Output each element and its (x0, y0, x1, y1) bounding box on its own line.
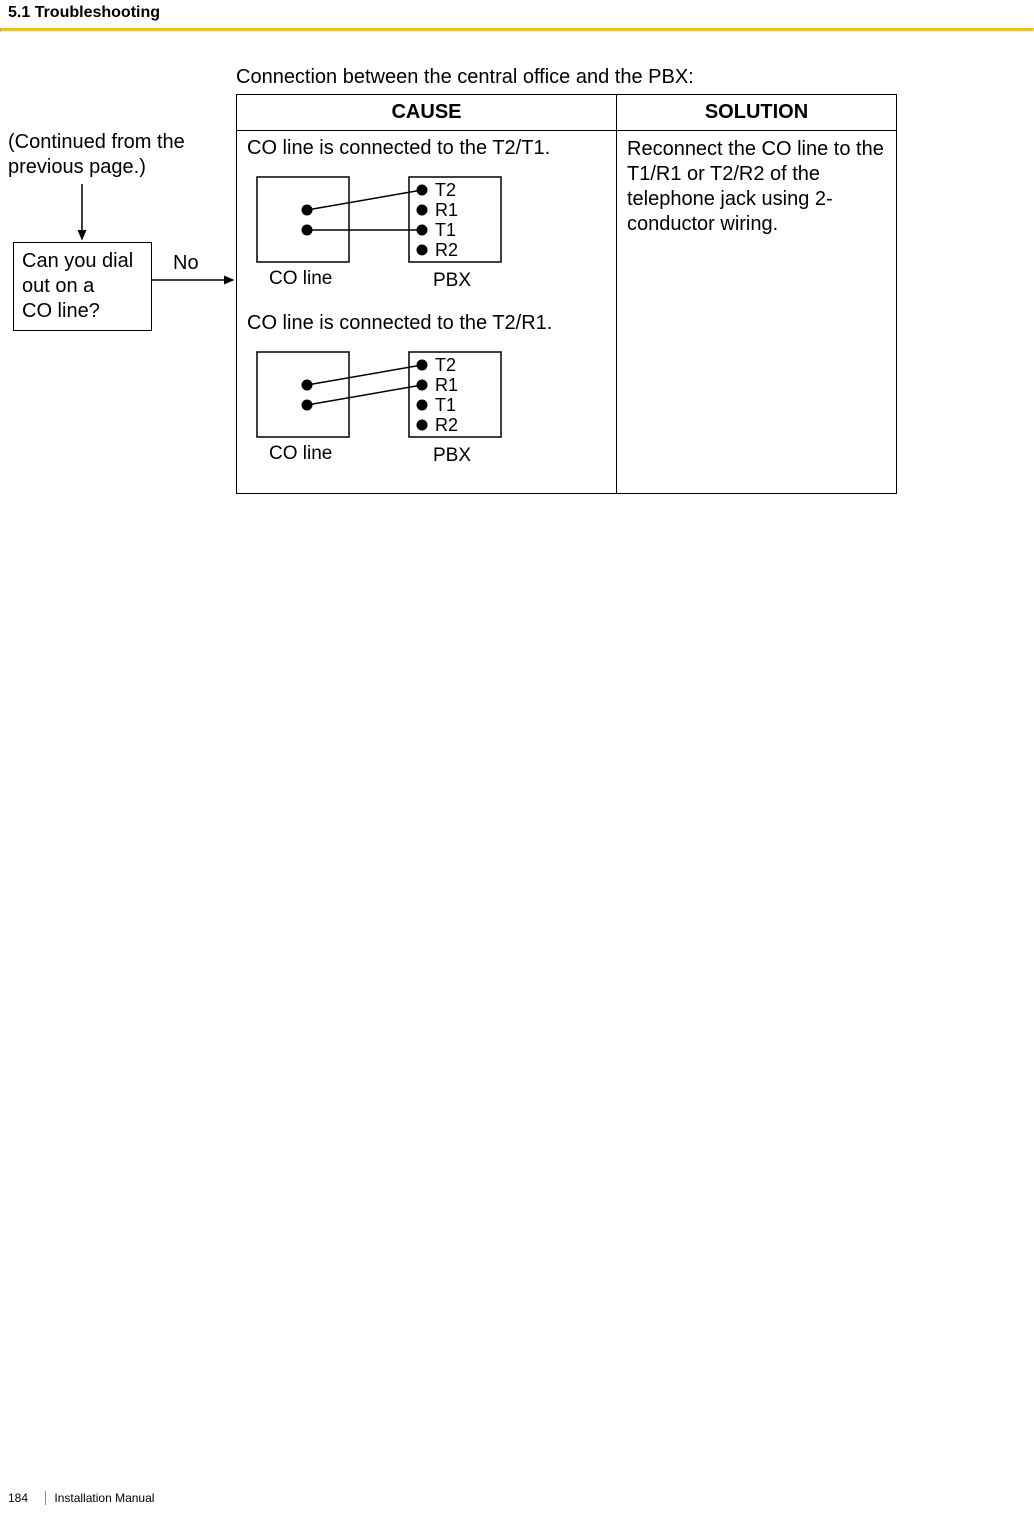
pin-label: R2 (435, 415, 458, 435)
cause-text-1: CO line is connected to the T2/T1. (247, 137, 606, 160)
header-rule (0, 28, 1034, 32)
page-footer: 184 Installation Manual (8, 1491, 154, 1505)
co-dot (302, 205, 313, 216)
td-solution: Reconnect the CO line to the T1/R1 or T2… (617, 131, 897, 494)
section-header: 5.1 Troubleshooting (0, 0, 1034, 28)
wiring-diagram-a: T2 R1 T1 R2 CO line PBX (247, 172, 606, 298)
pbx-label: PBX (433, 445, 471, 466)
flow-line3: CO line? (22, 299, 143, 324)
pin-label: R1 (435, 375, 458, 395)
th-cause: CAUSE (237, 95, 617, 131)
pbx-dot (417, 205, 428, 216)
wiring-svg-b: T2 R1 T1 R2 CO line PBX (247, 347, 507, 467)
td-cause: CO line is connected to the T2/T1. (237, 131, 617, 494)
pbx-dot (417, 380, 428, 391)
flow-line2: out on a (22, 274, 143, 299)
flow-line1: Can you dial (22, 249, 143, 274)
pin-label: T1 (435, 395, 456, 415)
footer-title: Installation Manual (54, 1491, 154, 1505)
footer-separator (45, 1491, 46, 1505)
pin-label: T2 (435, 355, 456, 375)
continued-text-content: (Continued from the previous page.) (8, 131, 185, 178)
table-row: CO line is connected to the T2/T1. (237, 131, 897, 494)
pin-label: R2 (435, 240, 458, 260)
pbx-dot (417, 245, 428, 256)
intro-text: Connection between the central office an… (236, 66, 694, 89)
co-dot (302, 380, 313, 391)
continued-text: (Continued from the previous page.) (8, 130, 218, 180)
pin-label: R1 (435, 200, 458, 220)
no-label: No (173, 252, 199, 275)
pbx-label: PBX (433, 270, 471, 291)
table-header-row: CAUSE SOLUTION (237, 95, 897, 131)
co-dot (302, 225, 313, 236)
co-box (257, 352, 349, 437)
flow-question-box: Can you dial out on a CO line? (13, 242, 152, 331)
pin-label: T1 (435, 220, 456, 240)
page-number: 184 (8, 1491, 28, 1505)
pbx-dot (417, 400, 428, 411)
wiring-svg-a: T2 R1 T1 R2 CO line PBX (247, 172, 507, 292)
pin-label: T2 (435, 180, 456, 200)
wiring-diagram-b: T2 R1 T1 R2 CO line PBX (247, 347, 606, 473)
cause-text-2: CO line is connected to the T2/R1. (247, 312, 606, 335)
co-box (257, 177, 349, 262)
co-label: CO line (269, 268, 332, 289)
pbx-dot (417, 185, 428, 196)
co-label: CO line (269, 443, 332, 464)
pbx-dot (417, 225, 428, 236)
co-dot (302, 400, 313, 411)
cause-solution-table: CAUSE SOLUTION CO line is connected to t… (236, 94, 897, 494)
pbx-dot (417, 420, 428, 431)
solution-text: Reconnect the CO line to the T1/R1 or T2… (627, 137, 886, 237)
pbx-dot (417, 360, 428, 371)
th-solution: SOLUTION (617, 95, 897, 131)
